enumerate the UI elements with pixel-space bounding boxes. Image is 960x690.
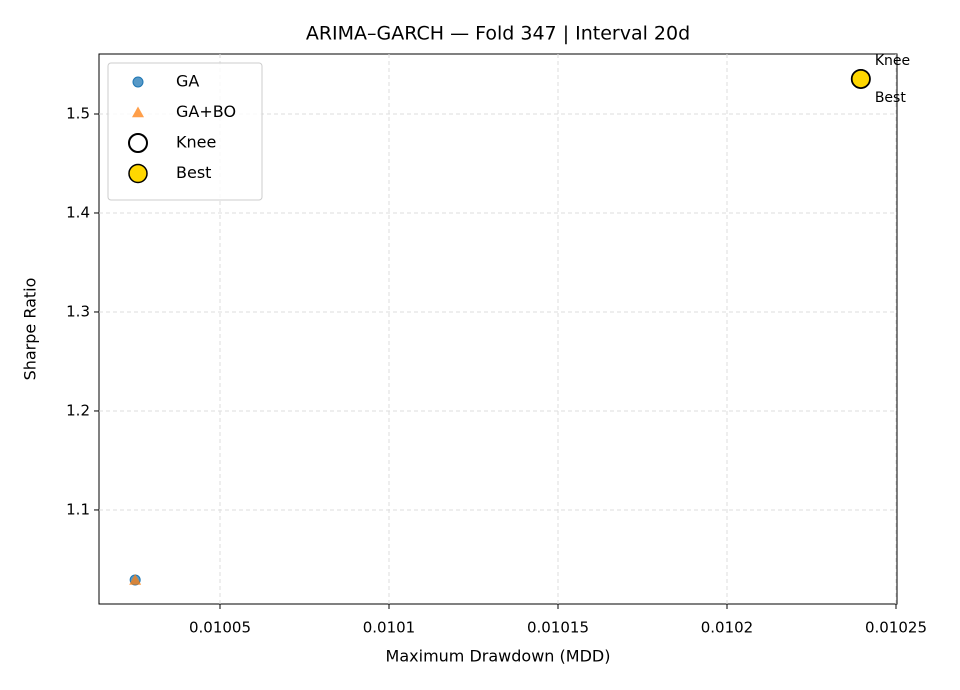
y-tick-label: 1.1 (66, 500, 90, 518)
legend-marker (128, 133, 148, 153)
legend: GA GA+BO Knee Best (107, 62, 263, 201)
legend-label: GA+BO (176, 102, 236, 121)
x-tick-label: 0.01025 (865, 619, 927, 637)
x-tick-label: 0.0101 (363, 619, 416, 637)
legend-marker (132, 106, 144, 118)
y-axis-label: Sharpe Ratio (21, 278, 40, 381)
y-tick-label: 1.3 (66, 302, 90, 320)
legend-label: GA (176, 72, 199, 91)
x-tick-label: 0.0102 (701, 619, 754, 637)
grid (99, 54, 897, 604)
legend-box (107, 62, 263, 201)
point (129, 573, 142, 585)
y-tick-label: 1.2 (66, 401, 90, 419)
plot-frame (98, 53, 898, 605)
legend-label: Knee (176, 133, 216, 152)
legend-marker (128, 163, 148, 184)
legend-marker (132, 76, 144, 88)
y-tick-label: 1.5 (66, 104, 90, 122)
x-tick-label: 0.01015 (527, 619, 589, 637)
x-tick-label: 0.01005 (189, 619, 251, 637)
annotation: Knee (875, 53, 910, 69)
annotation: Best (875, 90, 907, 106)
y-tick-label: 1.4 (66, 203, 90, 221)
point (851, 69, 871, 89)
x-axis-label: Maximum Drawdown (MDD) (386, 647, 611, 666)
chart-title: ARIMA–GARCH — Fold 347 | Interval 20d (306, 23, 690, 45)
legend-label: Best (176, 163, 211, 182)
